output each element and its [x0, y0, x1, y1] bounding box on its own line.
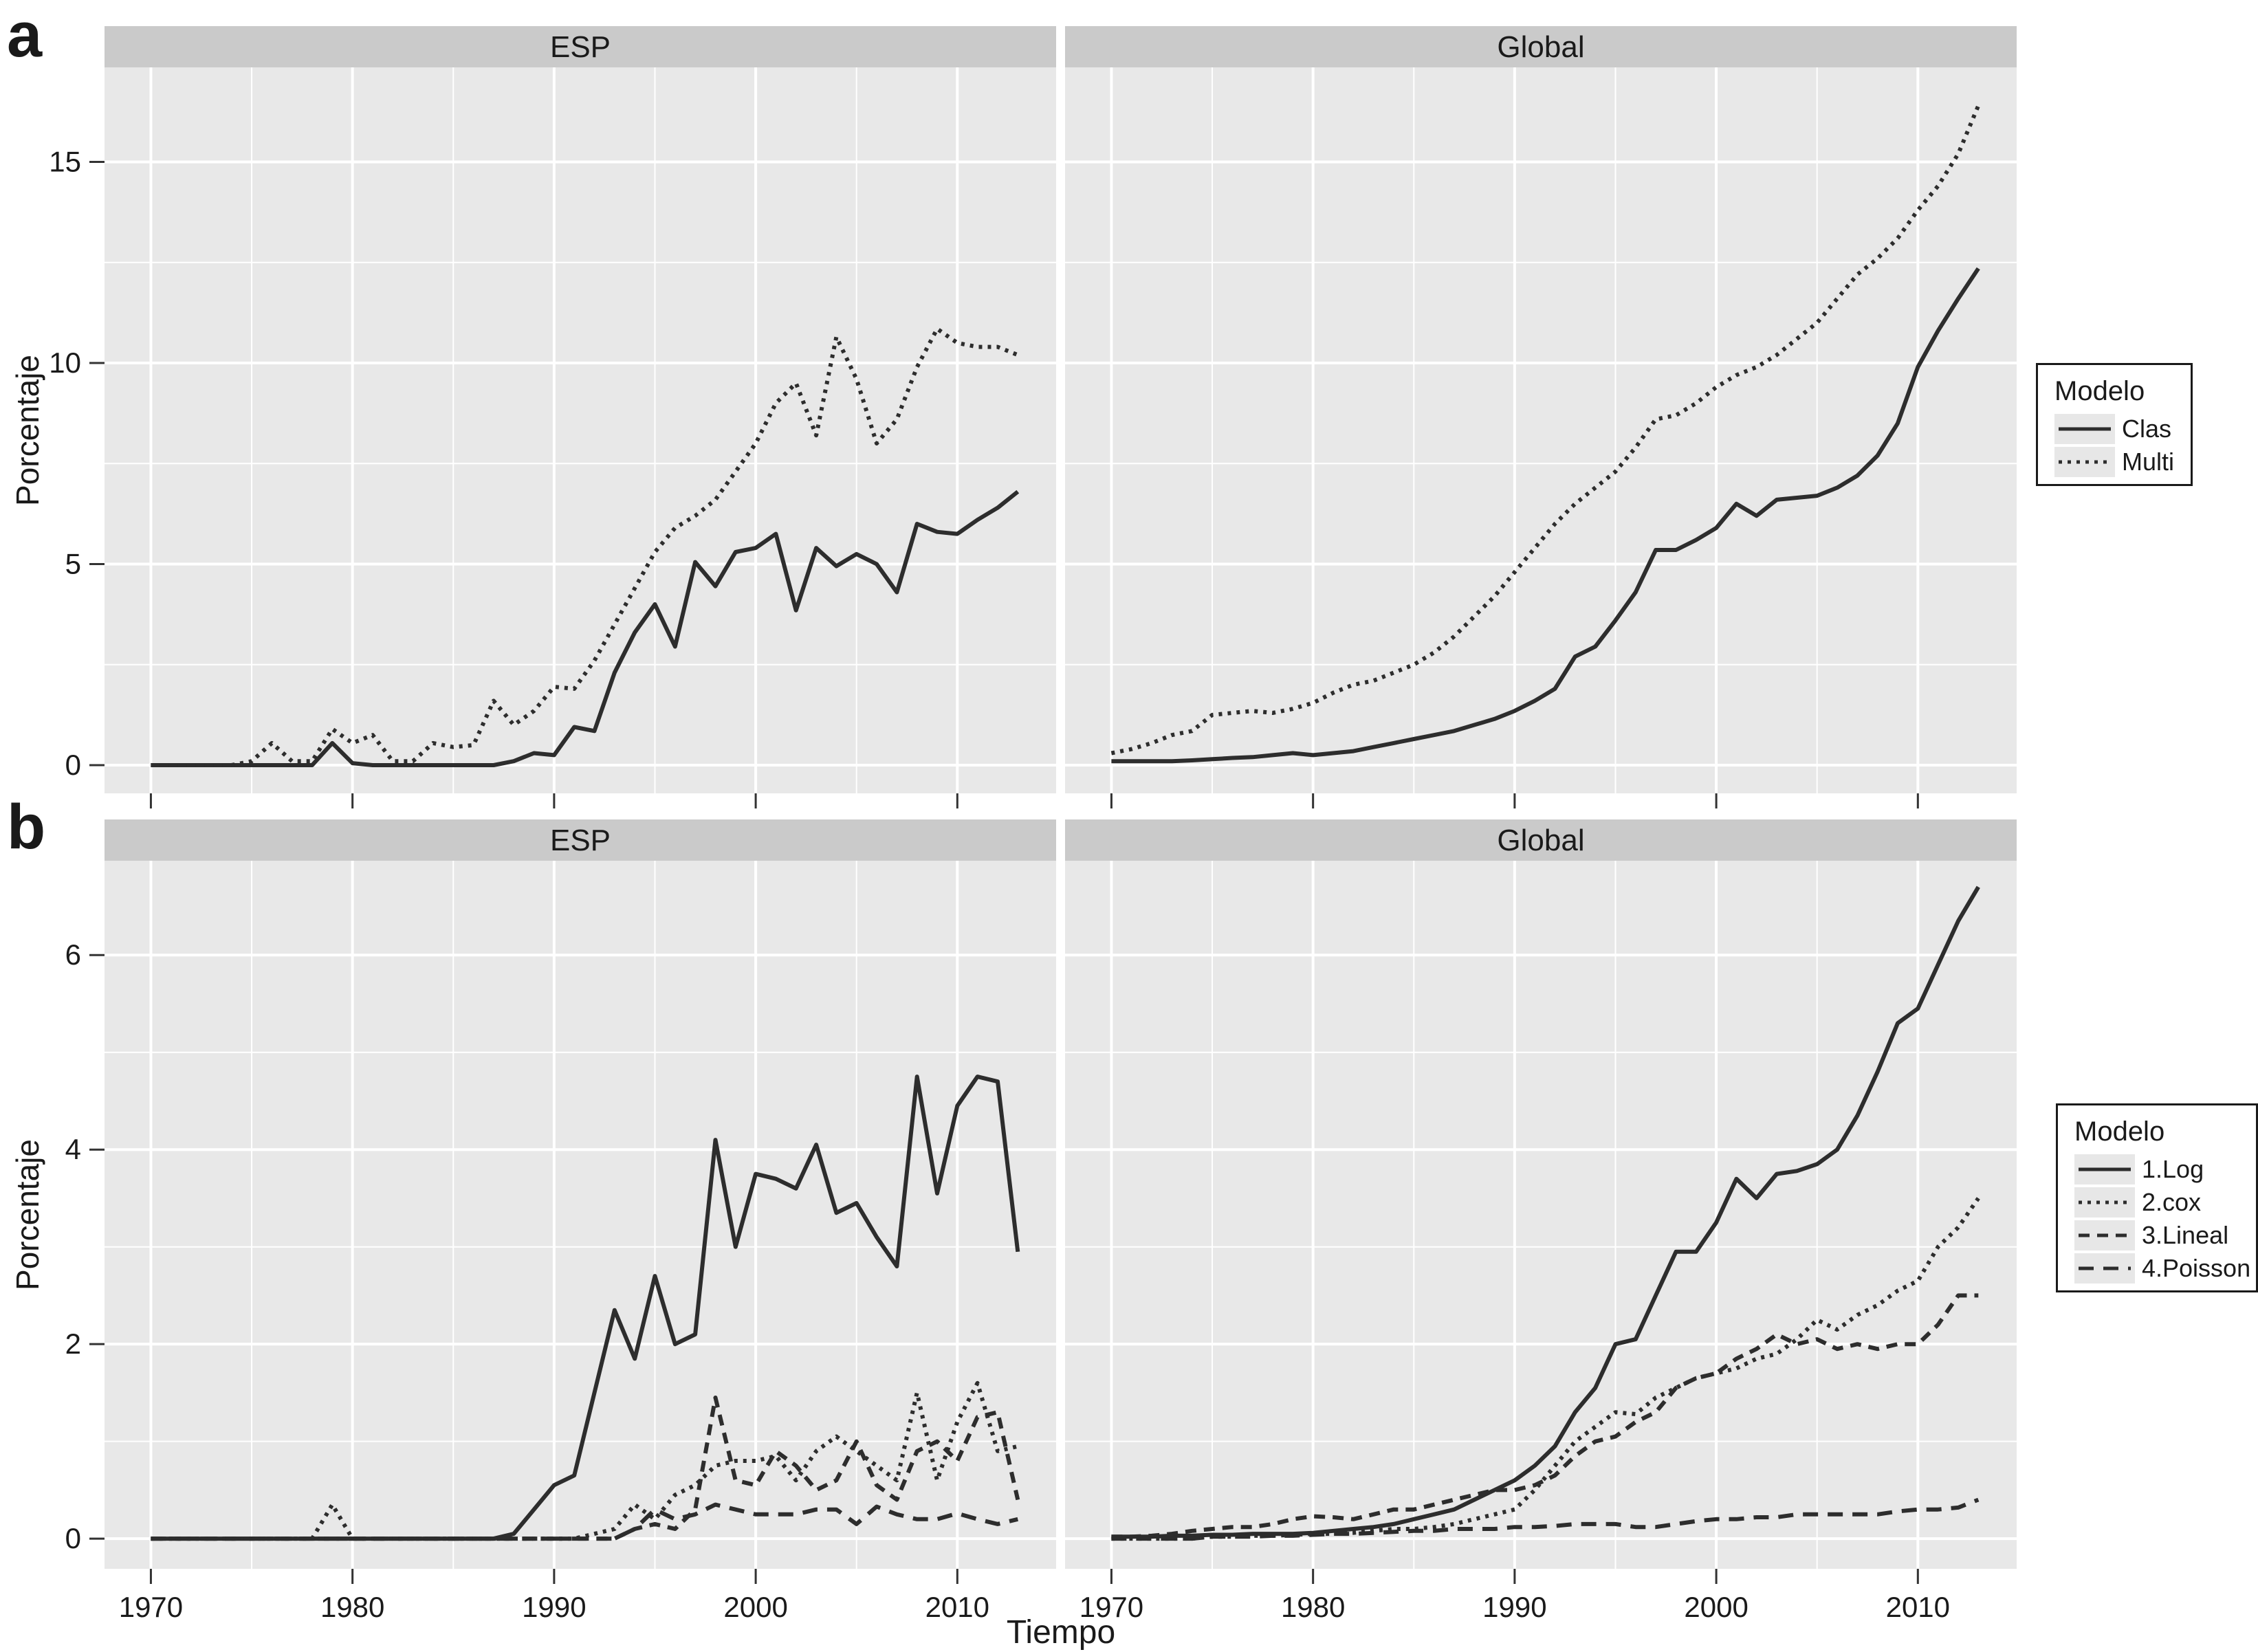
legend-label-multi: Multi: [2122, 448, 2175, 476]
x-tick-label: 2010: [925, 1591, 989, 1623]
x-tick-label: 2010: [1886, 1591, 1950, 1623]
linetype-dashed-key-icon: [2074, 1220, 2135, 1251]
linetype-solid-key-icon: [2074, 1154, 2135, 1185]
legend-entry-cox: 2.cox: [2074, 1186, 2244, 1219]
legend-entry-clas: Clas: [2054, 412, 2178, 445]
x-tick-label: 2000: [723, 1591, 787, 1623]
legend-entry-lineal: 3.Lineal: [2074, 1219, 2244, 1252]
series-line-4.Poisson-Global: [1111, 1497, 1980, 1541]
legend-entry-multi: Multi: [2054, 445, 2178, 478]
facet-strip-b-global: [1065, 819, 2017, 861]
legend-entry-log: 1.Log: [2074, 1153, 2244, 1186]
x-tick-label: 1970: [1079, 1591, 1143, 1623]
panel-b: 1970 1980 1990 2000 2010 0 2 4 6 1970 1980 1990 2000…: [65, 861, 2017, 1623]
legend-label-cox: 2.cox: [2142, 1188, 2202, 1216]
linetype-longdash-key-icon: [2074, 1253, 2135, 1284]
y-axis-title-a: Porcentaje: [10, 355, 45, 506]
y-tick-label: 15: [49, 145, 81, 177]
x-tick-label: 1990: [522, 1591, 586, 1623]
series-line-Clas-Global: [1111, 267, 1980, 764]
series-line-3.Lineal-Global: [1111, 1293, 1979, 1539]
legend-title-b: Modelo: [2074, 1116, 2165, 1147]
x-tick-label: 1980: [1281, 1591, 1345, 1623]
facet-strip-label-a-global: Global: [1497, 30, 1584, 64]
x-tick-label: 1970: [119, 1591, 183, 1623]
y-axis-title-b: Porcentaje: [10, 1139, 45, 1290]
plot-area-a-ESP: [105, 67, 1056, 793]
y-tick-label: 0: [65, 1522, 81, 1554]
y-tick-label: 2: [65, 1328, 81, 1360]
linetype-dotted-key-icon: [2074, 1187, 2135, 1218]
y-tick-label: 0: [65, 749, 81, 781]
facet-strip-label-b-esp: ESP: [550, 824, 611, 857]
plot-area-a-Global: [1065, 67, 2017, 793]
y-tick-label: 6: [65, 938, 81, 971]
facet-strip-b-esp: [105, 819, 1056, 861]
series-line-2.cox-Global: [1111, 1197, 1980, 1541]
legend-modelo-b: Modelo 1.Log 2.cox 3.Lineal 4.Poisson: [2056, 1103, 2258, 1292]
panel-a: 0 5 10 15: [49, 67, 2017, 808]
series-line-4.Poisson-ESP: [151, 1502, 1019, 1541]
series-line-Multi-Global: [1110, 104, 1981, 756]
panel-letter-a: a: [7, 0, 43, 70]
linetype-solid-key-icon: [2054, 414, 2115, 444]
legend-entry-poisson: 4.Poisson: [2074, 1252, 2250, 1285]
x-tick-label: 2000: [1684, 1591, 1748, 1623]
facet-strip-label-a-esp: ESP: [550, 30, 611, 64]
y-tick-label: 5: [65, 548, 81, 580]
plot-area-b-ESP: [105, 861, 1056, 1569]
series-line-Multi-ESP: [151, 327, 1019, 767]
legend-modelo-a: Modelo Clas Multi: [2036, 363, 2193, 486]
legend-title-a: Modelo: [2054, 376, 2145, 406]
y-tick-label: 4: [65, 1133, 81, 1165]
legend-label-poisson: 4.Poisson: [2142, 1254, 2251, 1282]
x-axis-title: Tiempo: [1007, 1614, 1115, 1651]
legend-label-lineal: 3.Lineal: [2142, 1221, 2229, 1249]
legend-label-log: 1.Log: [2142, 1155, 2204, 1183]
x-tick-label: 1990: [1482, 1591, 1546, 1623]
panel-letter-b: b: [7, 792, 45, 862]
facet-strip-label-b-global: Global: [1497, 824, 1584, 857]
facet-strip-a-esp: [105, 26, 1056, 67]
facet-strip-a-global: [1065, 26, 2017, 67]
plot-area-b-Global: [1065, 861, 2017, 1569]
series-line-2.cox-ESP: [151, 1380, 1019, 1541]
linetype-dotted-key-icon: [2054, 447, 2115, 477]
x-tick-label: 1980: [320, 1591, 384, 1623]
y-tick-label: 10: [49, 346, 81, 379]
legend-label-clas: Clas: [2122, 415, 2172, 443]
series-line-Clas-ESP: [151, 489, 1020, 767]
